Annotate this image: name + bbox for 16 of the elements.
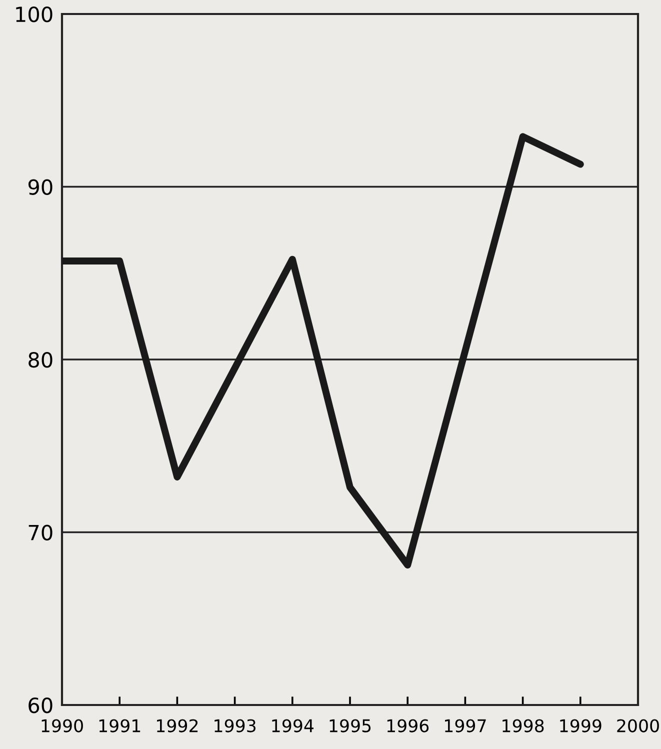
x-tick-label: 1997: [445, 719, 486, 732]
y-tick-label: 80: [28, 352, 52, 368]
x-tick-label: 1994: [272, 719, 314, 732]
x-tick-label: 1991: [99, 719, 140, 732]
y-tick-label: 70: [28, 524, 52, 540]
x-tick-label: 2000: [617, 719, 659, 732]
x-tick-label: 1998: [502, 719, 544, 732]
x-tick-label: 1992: [157, 719, 198, 732]
x-tick-label: 1995: [330, 719, 371, 732]
y-tick-label: 60: [28, 697, 52, 714]
x-tick-label: 1999: [560, 719, 602, 732]
x-tick-label: 1993: [214, 719, 256, 732]
x-tick-label: 1996: [387, 719, 429, 732]
x-tick-label: 1990: [42, 719, 83, 732]
y-tick-label: 100: [16, 6, 52, 22]
y-tick-label: 90: [28, 179, 52, 195]
